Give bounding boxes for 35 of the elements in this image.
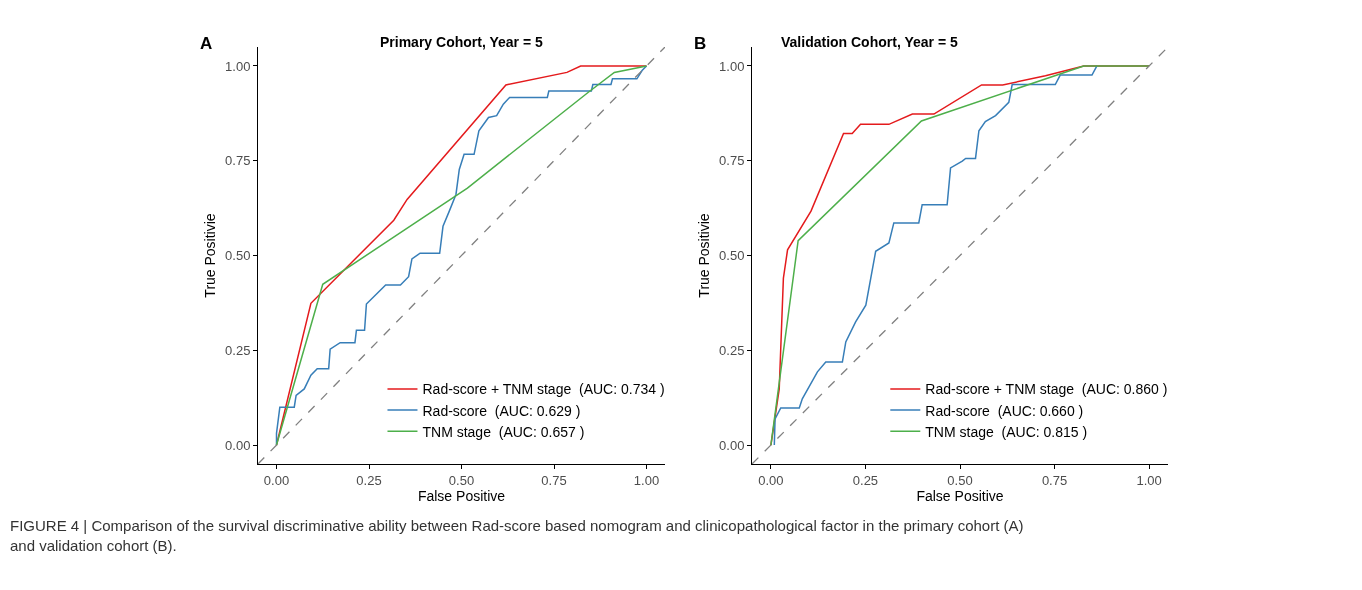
y-tick-label: 0.25 [225, 342, 251, 358]
x-tick-label: 1.00 [1136, 472, 1162, 488]
x-tick-label: 0.75 [541, 472, 567, 488]
y-tick-label: 0.25 [719, 342, 745, 358]
y-tick-label: 0.50 [719, 248, 745, 264]
y-tick-label: 0.00 [719, 437, 745, 453]
x-tick-label: 0.50 [947, 472, 973, 488]
caption: FIGURE 4 | Comparison of the survival discriminative ability between Rad-score based nomogram and clinicopathological factor in the primary cohort (A) and validation cohort (B). [10, 517, 1024, 554]
y-axis-title: True Positivie [201, 213, 218, 298]
legend-label: Rad-score (AUC: 0.660 ) [925, 402, 1084, 419]
chart-title: Primary Cohort, Year = 5 [380, 34, 543, 50]
y-tick-label: 0.50 [225, 248, 251, 264]
y-tick-label: 0.75 [225, 153, 251, 169]
x-tick-label: 0.00 [758, 472, 784, 488]
y-tick-label: 1.00 [225, 58, 251, 74]
text: B [694, 34, 707, 53]
chart-title: Validation Cohort, Year = 5 [781, 34, 958, 50]
y-tick-label: 1.00 [719, 58, 745, 74]
x-tick-label: 1.00 [633, 472, 660, 488]
legend-label: Rad-score + TNM stage (AUC: 0.860 ) [925, 381, 1168, 398]
y-tick-label: 0.00 [225, 437, 251, 453]
text: A [200, 34, 213, 53]
x-tick-label: 0.75 [1041, 472, 1068, 488]
x-tick-label: 0.25 [356, 472, 382, 488]
legend-label: Rad-score (AUC: 0.629 ) [422, 402, 581, 419]
legend-label: TNM stage (AUC: 0.815 ) [925, 423, 1088, 440]
y-tick-label: 0.75 [719, 153, 745, 169]
legend-label: TNM stage (AUC: 0.657 ) [422, 423, 585, 440]
x-tick-label: 0.50 [448, 472, 475, 488]
x-tick-label: 0.00 [263, 472, 290, 488]
x-axis-title: False Positive [916, 487, 1004, 504]
x-axis-title: False Positive [417, 487, 506, 504]
y-axis-title: True Positivie [695, 213, 712, 298]
x-tick-label: 0.25 [852, 472, 879, 488]
legend-label: Rad-score + TNM stage (AUC: 0.734 ) [422, 381, 665, 398]
